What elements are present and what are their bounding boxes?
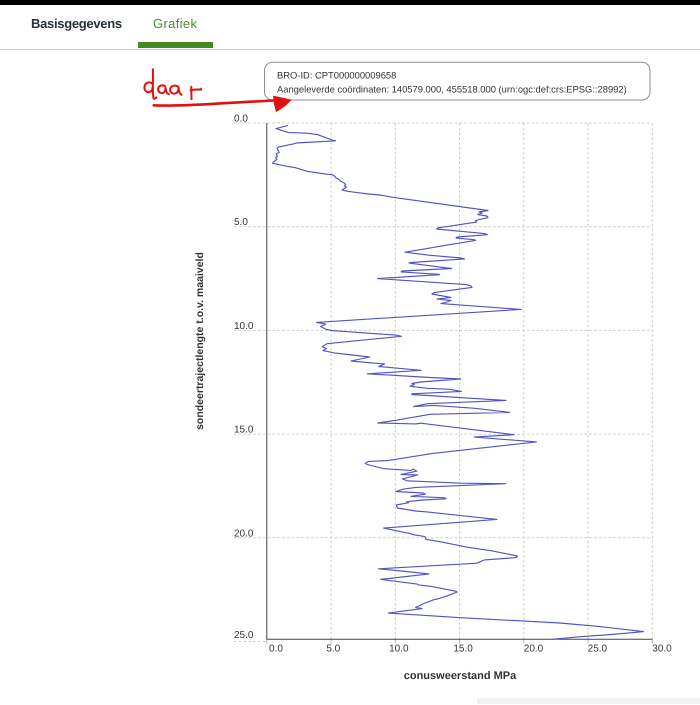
- svg-text:20.0: 20.0: [234, 528, 254, 539]
- svg-text:Aangeleverde coördinaten: 1405: Aangeleverde coördinaten: 140579.000, 45…: [277, 84, 627, 95]
- svg-text:5.0: 5.0: [234, 217, 248, 228]
- svg-text:20.0: 20.0: [524, 644, 544, 655]
- svg-text:0.0: 0.0: [234, 114, 248, 125]
- svg-text:30.0: 30.0: [652, 644, 672, 655]
- svg-text:15.0: 15.0: [453, 644, 473, 655]
- svg-text:25.0: 25.0: [588, 644, 608, 655]
- svg-text:5.0: 5.0: [326, 644, 340, 655]
- svg-text:15.0: 15.0: [234, 425, 254, 436]
- svg-text:10.0: 10.0: [389, 644, 409, 655]
- svg-text:0.0: 0.0: [269, 644, 283, 655]
- svg-text:sondeertrajectlengte t.o.v. ma: sondeertrajectlengte t.o.v. maaiveld: [194, 252, 206, 430]
- svg-text:conusweerstand MPa: conusweerstand MPa: [404, 670, 517, 682]
- svg-text:BRO-ID: CPT000000009658: BRO-ID: CPT000000009658: [277, 70, 396, 81]
- svg-text:10.0: 10.0: [234, 321, 254, 332]
- svg-text:25.0: 25.0: [234, 630, 254, 641]
